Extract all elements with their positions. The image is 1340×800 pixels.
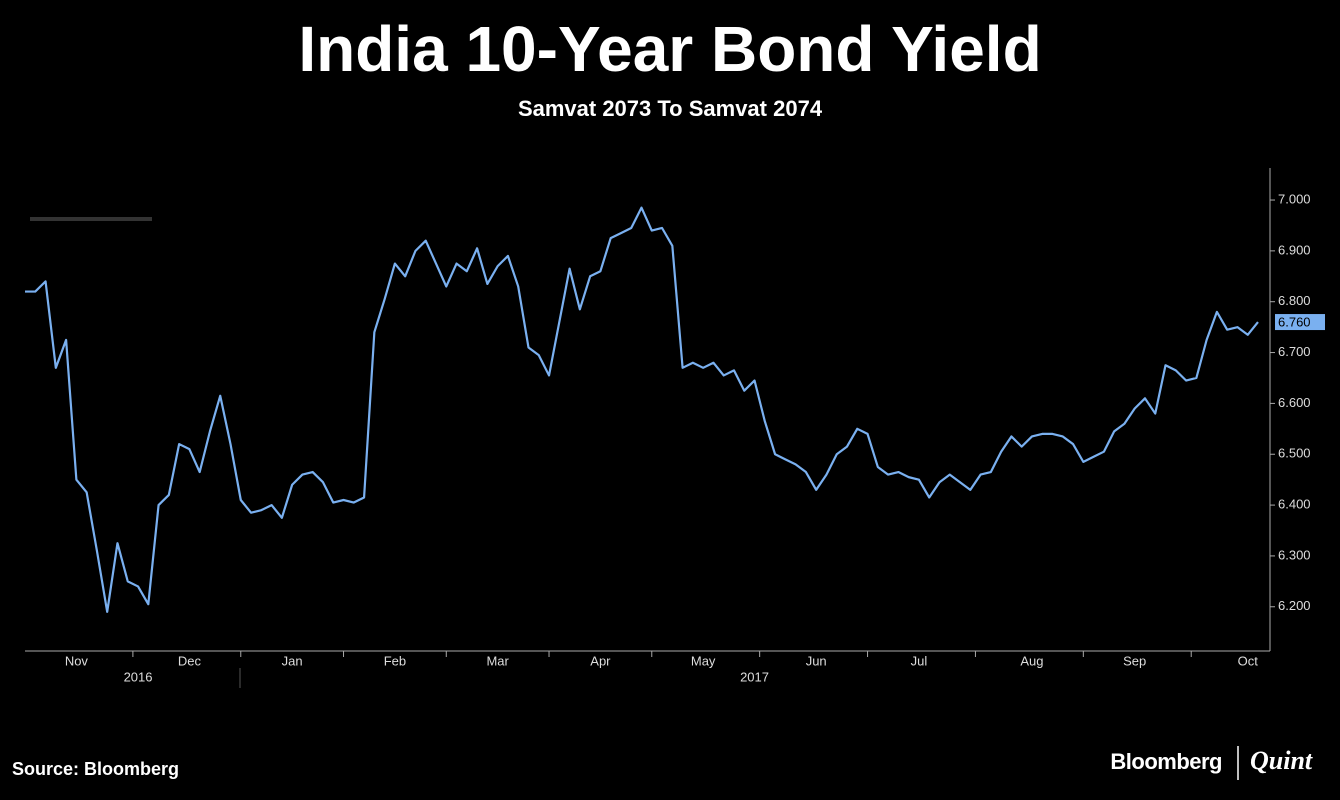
x-tick-label: Dec — [178, 653, 202, 668]
x-tick-label: Sep — [1123, 653, 1146, 668]
x-tick-label: Feb — [384, 653, 406, 668]
y-tick-label: 6.800 — [1278, 293, 1311, 308]
x-tick-label: Jan — [282, 653, 303, 668]
x-tick-label: May — [691, 653, 716, 668]
chart-title: India 10-Year Bond Yield — [298, 13, 1041, 85]
y-tick-label: 6.500 — [1278, 446, 1311, 461]
year-label: 2017 — [740, 669, 769, 684]
y-tick-label: 7.000 — [1278, 191, 1311, 206]
logo-bloomberg: Bloomberg — [1110, 749, 1222, 774]
y-tick-label: 6.600 — [1278, 395, 1311, 410]
chart-subtitle: Samvat 2073 To Samvat 2074 — [518, 96, 823, 121]
last-value-label: 6.760 — [1278, 314, 1311, 329]
y-tick-label: 6.900 — [1278, 242, 1311, 257]
year-label: 2016 — [124, 669, 153, 684]
x-tick-label: Nov — [65, 653, 89, 668]
x-tick-label: Apr — [590, 653, 611, 668]
y-tick-label: 6.400 — [1278, 497, 1311, 512]
x-tick-label: Jul — [911, 653, 928, 668]
y-tick-label: 6.700 — [1278, 344, 1311, 359]
x-tick-label: Jun — [806, 653, 827, 668]
last-value-box — [1275, 314, 1325, 331]
x-tick-label: Oct — [1238, 653, 1259, 668]
x-tick-label: Aug — [1020, 653, 1043, 668]
y-tick-label: 6.200 — [1278, 598, 1311, 613]
source: Source: Bloomberg — [12, 759, 179, 779]
x-tick-label: Mar — [486, 653, 509, 668]
series-line — [25, 206, 1259, 613]
logo-quint: Quint — [1250, 746, 1313, 775]
y-tick-label: 6.300 — [1278, 547, 1311, 562]
